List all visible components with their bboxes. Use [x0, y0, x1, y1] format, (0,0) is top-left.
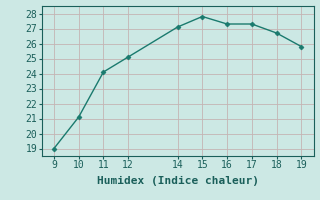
X-axis label: Humidex (Indice chaleur): Humidex (Indice chaleur) [97, 176, 259, 186]
